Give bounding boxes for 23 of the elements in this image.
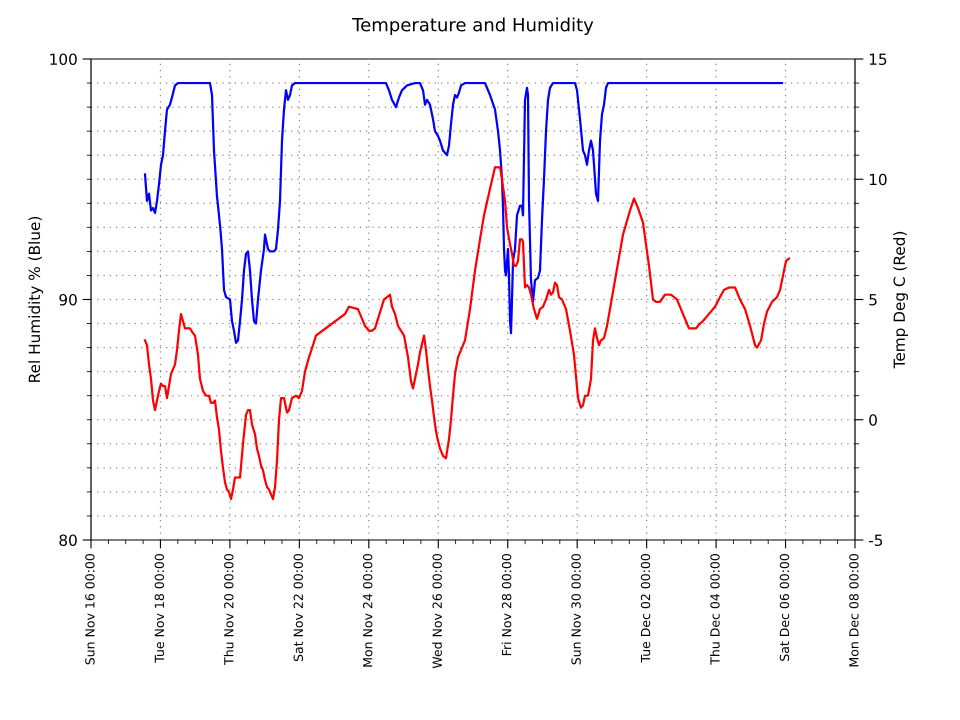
chart-title: Temperature and Humidity <box>352 18 594 35</box>
x-tick-label: Fri Nov 28 00:00 <box>502 554 512 656</box>
x-tick-label: Mon Dec 08 00:00 <box>849 554 859 666</box>
x-tick-label: Wed Nov 26 00:00 <box>432 554 442 668</box>
x-tick-label: Thu Dec 04 00:00 <box>710 554 720 665</box>
y2-tick-label: 15 <box>870 54 886 66</box>
y-tick-label: 80 <box>59 534 77 546</box>
y-axis-title: Rel Humidity % (Blue) <box>28 216 44 382</box>
y2-tick-label: -5 <box>868 534 882 546</box>
y2-tick-label: 0 <box>869 414 877 426</box>
x-tick-label: Tue Dec 02 00:00 <box>640 554 650 663</box>
y-tick-label: 100 <box>50 53 77 66</box>
x-tick-label: Mon Nov 24 00:00 <box>362 554 372 667</box>
x-tick-label: Sun Nov 30 00:00 <box>571 554 581 664</box>
x-tick-label: Tue Nov 18 00:00 <box>154 554 164 663</box>
y2-axis-title: Temp Deg C (Red) <box>893 232 908 368</box>
y2-tick-label: 5 <box>869 294 877 306</box>
x-tick-label: Thu Nov 20 00:00 <box>224 554 234 665</box>
x-tick-label: Sun Nov 16 00:00 <box>85 554 95 664</box>
x-tick-label: Sat Nov 22 00:00 <box>294 554 303 662</box>
y-tick-label: 90 <box>59 294 77 306</box>
x-tick-label: Sat Dec 06 00:00 <box>780 554 790 661</box>
y2-tick-label: 10 <box>870 174 887 186</box>
